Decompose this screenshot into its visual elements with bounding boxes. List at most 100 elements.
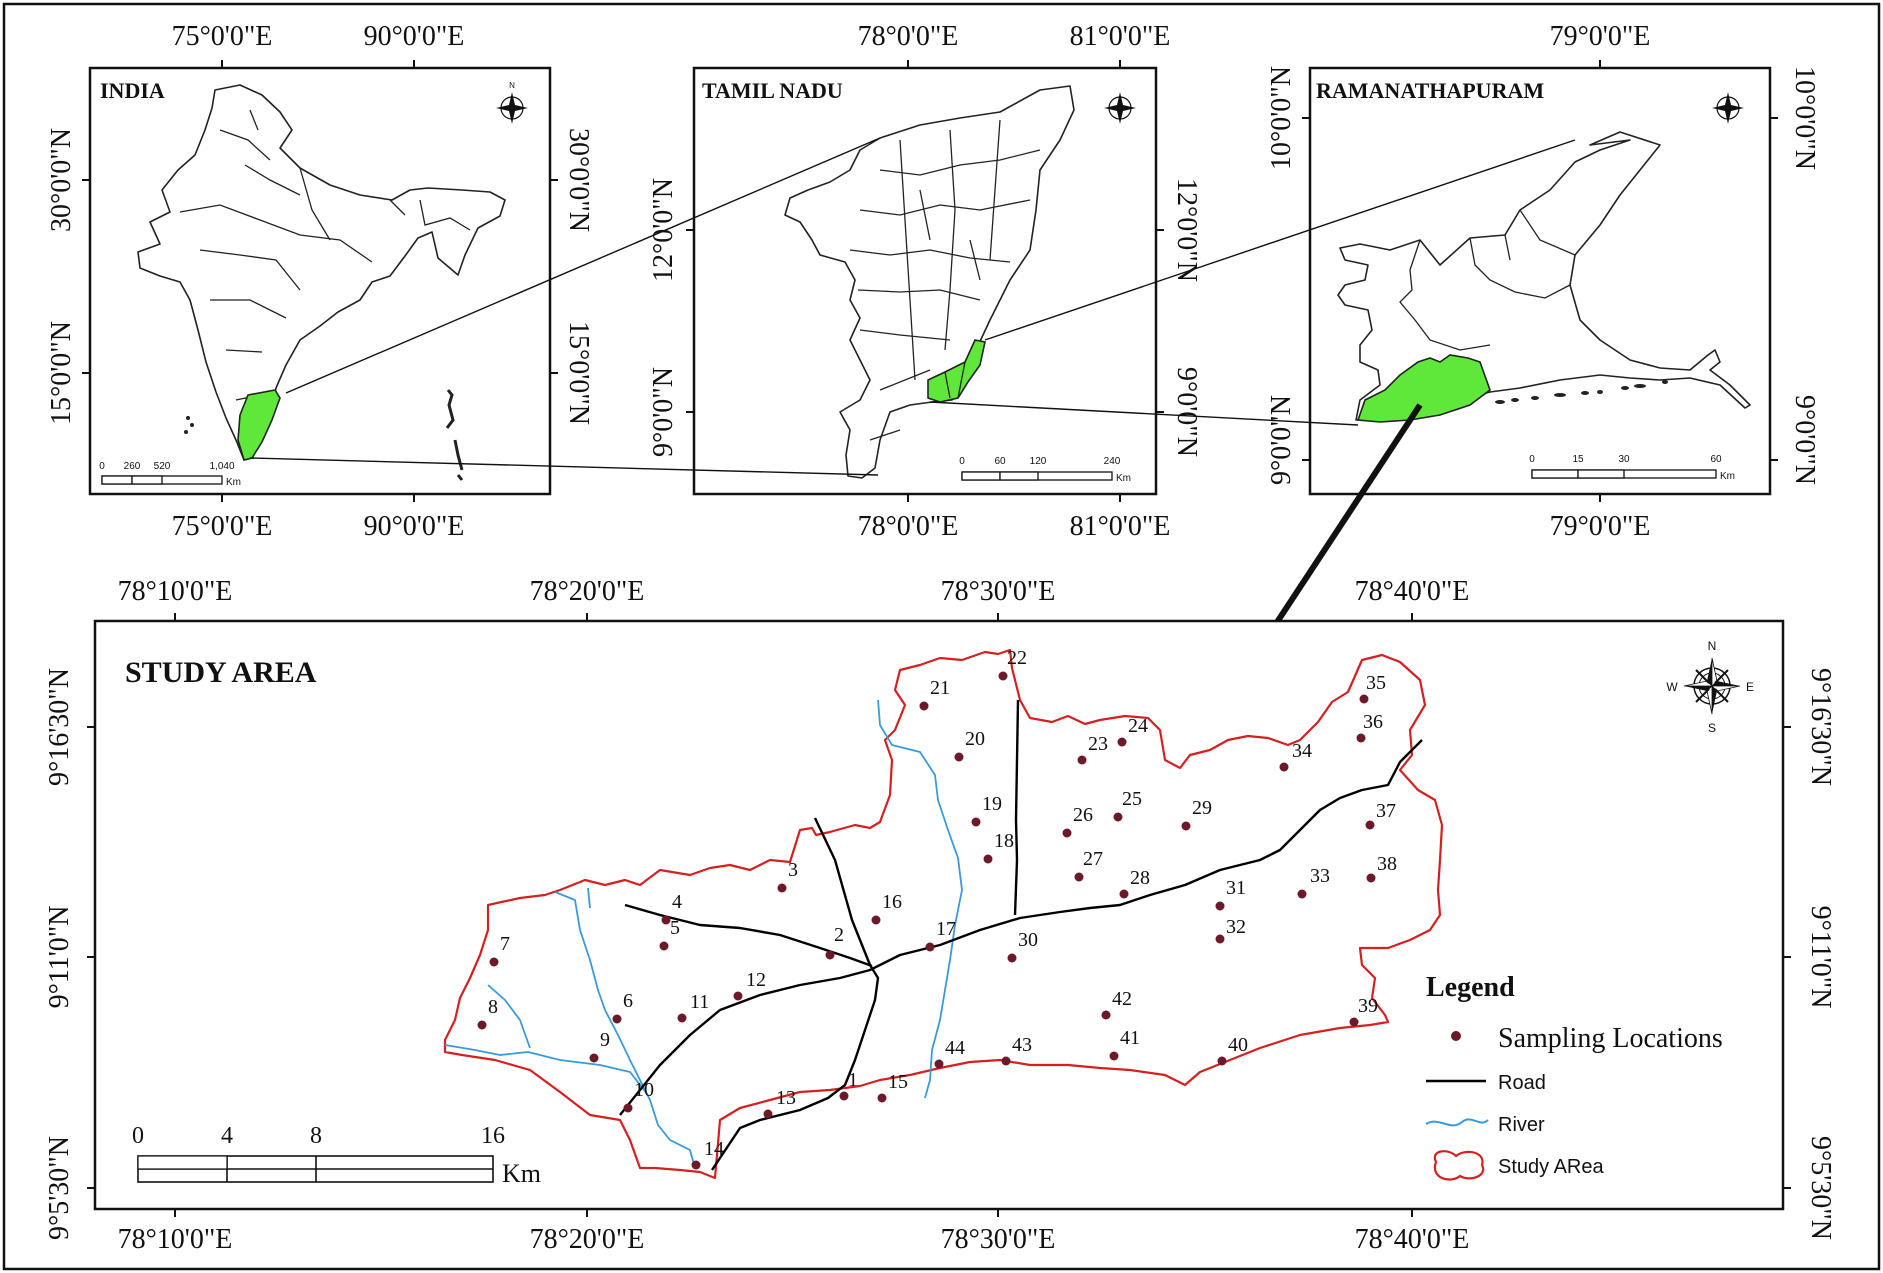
- svg-text:0: 0: [959, 456, 965, 467]
- sampling-point-marker: [477, 1020, 487, 1030]
- sampling-point-label: 39: [1358, 995, 1378, 1017]
- legend-point-symbol: [1451, 1031, 1461, 1041]
- ramanathapuram-panel: RAMANATHAPURAM 79°0'0"E 79°0'0"E 10°0'0"…: [1266, 21, 1820, 542]
- sampling-point: 14: [691, 1138, 724, 1170]
- india-top-tick: 90°0'0"E: [364, 21, 465, 52]
- svg-text:16: 16: [481, 1123, 505, 1149]
- legend-river-symbol: [1425, 1118, 1489, 1127]
- sampling-point-label: 1: [848, 1069, 858, 1091]
- sampling-point-marker: [677, 1013, 687, 1023]
- india-panel: INDIA 75°0'0"E 90°0'0"E 75°0'0"E 90°0'0"…: [46, 21, 594, 542]
- sampling-point: 15: [877, 1071, 908, 1103]
- sampling-point: 30: [1007, 929, 1038, 963]
- sampling-point-label: 19: [982, 793, 1002, 815]
- sampling-point-label: 2: [834, 924, 844, 946]
- india-left-tick: 15°0'0"N: [46, 321, 77, 425]
- sampling-point-label: 20: [965, 728, 985, 750]
- study-top-tick: 78°10'0"E: [118, 576, 233, 607]
- legend-item-river: River: [1498, 1114, 1545, 1136]
- sampling-point-marker: [1279, 762, 1289, 772]
- tn-right-tick: 9°0'0"N: [1171, 367, 1202, 457]
- sampling-point: 32: [1215, 916, 1246, 944]
- tn-title: TAMIL NADU: [702, 78, 843, 103]
- sampling-point-label: 27: [1083, 848, 1103, 870]
- study-bottom-tick: 78°40'0"E: [1355, 1224, 1470, 1255]
- sampling-point-label: 21: [930, 677, 950, 699]
- sampling-point: 43: [1001, 1034, 1032, 1066]
- study-area-boundary: [443, 648, 1444, 1180]
- sampling-point-label: 43: [1012, 1034, 1032, 1056]
- sampling-point-label: 22: [1007, 647, 1027, 669]
- rivers: [444, 699, 963, 1169]
- svg-text:1,040: 1,040: [209, 461, 234, 472]
- svg-text:W: W: [1666, 680, 1678, 694]
- sampling-point-label: 5: [670, 917, 680, 939]
- tn-compass-icon: [1104, 92, 1136, 124]
- sampling-point-label: 30: [1018, 929, 1038, 951]
- sampling-point-marker: [1119, 889, 1129, 899]
- svg-text:Km: Km: [502, 1159, 541, 1188]
- ram-left-tick: 9°0'0"N: [1266, 395, 1297, 485]
- study-right-tick: 9°16'30"N: [1805, 668, 1836, 786]
- sampling-point-label: 38: [1377, 853, 1397, 875]
- india-title: INDIA: [100, 78, 165, 103]
- sampling-point-label: 17: [936, 918, 956, 940]
- svg-text:240: 240: [1104, 456, 1121, 467]
- sampling-point-label: 7: [500, 933, 510, 955]
- tn-left-tick: 9°0'0"N: [648, 367, 679, 457]
- study-scale-bar: 0 4 8 16 Km: [132, 1123, 541, 1188]
- sampling-point-marker: [612, 1014, 622, 1024]
- sampling-point-label: 14: [704, 1138, 724, 1160]
- sampling-point-marker: [1215, 934, 1225, 944]
- sampling-point: 8: [477, 996, 498, 1030]
- study-area-panel: STUDY AREA 78°10'0"E 78°20'0"E 78°30'0"E…: [44, 576, 1836, 1255]
- sampling-point: 11: [677, 991, 709, 1023]
- sampling-point: 19: [971, 793, 1002, 827]
- sampling-point-label: 36: [1363, 711, 1383, 733]
- sampling-point-marker: [763, 1109, 773, 1119]
- sampling-point-marker: [1007, 953, 1017, 963]
- sampling-point-marker: [1366, 873, 1376, 883]
- inset-connector-lines: [249, 137, 1576, 476]
- sampling-point-label: 4: [672, 891, 682, 913]
- sampling-point: 41: [1109, 1027, 1140, 1061]
- legend-item-sampling: Sampling Locations: [1498, 1023, 1723, 1054]
- sampling-point: 42: [1101, 988, 1132, 1020]
- sampling-point: 5: [659, 917, 680, 951]
- ram-right-tick: 9°0'0"N: [1789, 395, 1820, 485]
- study-top-tick: 78°20'0"E: [530, 576, 645, 607]
- sampling-point-marker: [839, 1091, 849, 1101]
- sampling-point: 24: [1117, 715, 1148, 747]
- sampling-point-label: 44: [945, 1037, 965, 1059]
- tn-district-highlight: [927, 339, 986, 403]
- svg-text:Km: Km: [1116, 473, 1131, 484]
- sampling-point: 26: [1062, 804, 1093, 838]
- sampling-point-label: 26: [1073, 804, 1093, 826]
- sampling-point-marker: [1113, 812, 1123, 822]
- tn-bottom-tick: 78°0'0"E: [858, 511, 959, 542]
- sampling-point: 39: [1349, 995, 1378, 1027]
- sampling-point-marker: [777, 883, 787, 893]
- legend-item-study-area: Study ARea: [1498, 1156, 1605, 1178]
- sampling-point: 38: [1366, 853, 1397, 883]
- sampling-point: 9: [589, 1029, 610, 1063]
- sampling-point-label: 10: [634, 1079, 654, 1101]
- sampling-point-marker: [1101, 1010, 1111, 1020]
- ram-study-highlight: [1356, 354, 1491, 423]
- svg-text:0: 0: [99, 461, 105, 472]
- sampling-point-label: 28: [1130, 867, 1150, 889]
- sampling-point-label: 9: [600, 1029, 610, 1051]
- sampling-point-marker: [659, 941, 669, 951]
- svg-text:Km: Km: [1720, 471, 1735, 482]
- svg-text:0: 0: [1529, 454, 1535, 465]
- svg-text:E: E: [1746, 680, 1754, 694]
- sampling-point: 25: [1113, 788, 1142, 822]
- svg-text:60: 60: [1710, 454, 1722, 465]
- sampling-point-label: 24: [1128, 715, 1148, 737]
- sampling-points: 1234567891011121314151617181920212223242…: [477, 647, 1397, 1170]
- svg-text:120: 120: [1030, 456, 1047, 467]
- sampling-point: 18: [983, 830, 1014, 864]
- ram-compass-icon: [1712, 92, 1744, 124]
- sampling-point-marker: [1109, 1051, 1119, 1061]
